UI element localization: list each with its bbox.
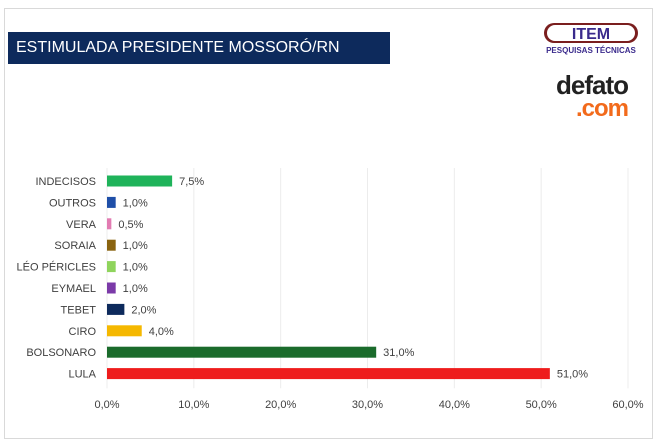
category-label: LULA	[68, 369, 96, 381]
defato-logo-text: defato	[556, 70, 628, 100]
item-logo-subtext: PESQUISAS TÉCNICAS	[546, 46, 636, 55]
bar-1	[107, 196, 116, 208]
value-label: 2,0%	[131, 304, 156, 316]
category-label: EYMAEL	[51, 283, 96, 295]
value-label: 1,0%	[123, 197, 148, 209]
bar-5	[107, 282, 116, 294]
x-tick-label: 50,0%	[526, 399, 557, 411]
bar-0	[107, 175, 173, 187]
bar-7	[107, 325, 142, 337]
defato-logo-subtext: .com	[576, 95, 628, 120]
value-label: 31,0%	[383, 347, 414, 359]
bar-6	[107, 303, 125, 315]
item-logo-text: ITEM	[572, 26, 610, 43]
category-label: LÉO PÉRICLES	[17, 261, 96, 274]
category-label: BOLSONARO	[26, 347, 96, 359]
bar-9	[107, 368, 550, 380]
x-tick-label: 30,0%	[352, 399, 383, 411]
page-title: ESTIMULADA PRESIDENTE MOSSORÓ/RN	[8, 32, 390, 64]
category-label: INDECISOS	[35, 176, 96, 188]
item-logo-badge-inner	[547, 25, 635, 41]
category-label: CIRO	[69, 326, 97, 338]
defato-logo: defato .com	[556, 70, 629, 120]
bar-3	[107, 239, 116, 251]
item-logo: ITEM PESQUISAS TÉCNICAS	[544, 23, 638, 55]
category-label: SORAIA	[54, 240, 96, 252]
value-label: 7,5%	[179, 176, 204, 188]
category-label: OUTROS	[49, 197, 96, 209]
x-tick-label: 20,0%	[265, 399, 296, 411]
x-tick-label: 40,0%	[439, 399, 470, 411]
bar-chart: INDECISOS 7,5% OUTROS 1,0% VERA 0,5% SORAIA 1,0…	[17, 168, 644, 411]
bar-8	[107, 346, 377, 358]
value-label: 0,5%	[118, 219, 143, 231]
x-tick-label: 0,0%	[94, 399, 119, 411]
value-label: 51,0%	[557, 369, 588, 381]
x-tick-label: 10,0%	[178, 399, 209, 411]
category-label: TEBET	[61, 304, 97, 316]
x-tick-label: 60,0%	[612, 399, 643, 411]
category-label: VERA	[66, 219, 97, 231]
value-label: 4,0%	[149, 326, 174, 338]
bar-4	[107, 261, 116, 273]
value-label: 1,0%	[123, 262, 148, 274]
bar-2	[107, 218, 112, 230]
value-label: 1,0%	[123, 283, 148, 295]
value-label: 1,0%	[123, 240, 148, 252]
chart-frame	[4, 8, 653, 439]
